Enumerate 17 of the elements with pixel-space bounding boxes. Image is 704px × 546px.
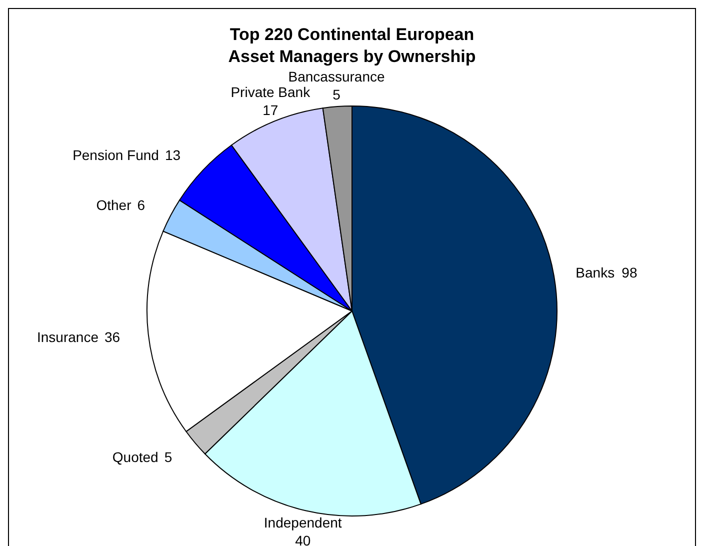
data-label: 6 xyxy=(137,197,146,214)
data-label: 5 xyxy=(332,86,341,103)
slice-label: Banks xyxy=(576,264,615,280)
slice-label: Private Bank xyxy=(230,84,312,100)
slice-label: Quoted xyxy=(112,449,158,466)
slice-label: Pension Fund xyxy=(72,147,159,164)
slice-label: Insurance xyxy=(36,328,99,345)
data-label: 13 xyxy=(164,147,181,164)
slice-label: Other xyxy=(96,197,132,214)
data-label: 40 xyxy=(295,532,311,546)
data-label: 36 xyxy=(104,328,120,345)
data-label: 5 xyxy=(164,449,172,466)
chart-title: Top 220 Continental European Asset Managers by Ownership xyxy=(228,25,476,66)
data-label: 17 xyxy=(262,102,278,118)
slice-label: Bancassurance xyxy=(288,68,385,85)
slice-label: Independent xyxy=(264,514,342,530)
data-label: 98 xyxy=(622,264,638,280)
